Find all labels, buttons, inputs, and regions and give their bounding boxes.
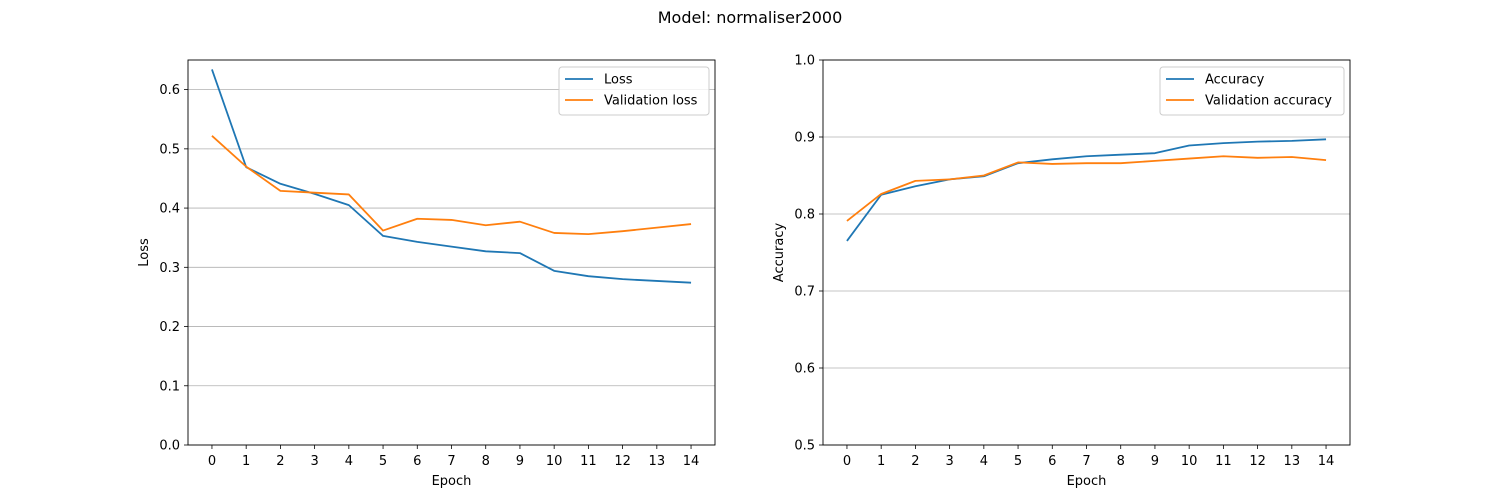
chart-1-xtick-label: 3: [310, 454, 318, 469]
chart-2-xtick-label: 12: [1249, 454, 1266, 469]
chart-1-ytick-label: 0.1: [159, 379, 180, 394]
chart-1-xtick-label: 5: [379, 454, 387, 469]
chart-1-xtick-label: 6: [413, 454, 421, 469]
chart-1-xtick-label: 11: [580, 454, 597, 469]
chart-1-ytick-label: 0.6: [159, 83, 180, 98]
chart-2-legend-box: [1159, 66, 1345, 116]
chart-1-xtick-label: 2: [276, 454, 284, 469]
chart-1-legend: Loss Validation loss: [558, 66, 710, 116]
chart-2-legend-label-2: Validation accuracy: [1205, 94, 1332, 109]
chart-2-ytick-label: 0.9: [794, 131, 815, 146]
chart-2-ytick-label: 0.6: [794, 362, 815, 377]
chart-1: 0.00.10.20.30.40.50.60 1 2 3 4 5 6 7 8 9 10 11 12 13 1…: [137, 59, 716, 489]
chart-1-ytick-label: 0.3: [159, 261, 180, 276]
chart-1-legend-label-2: Validation loss: [604, 94, 698, 109]
chart-1-ytick-label: 0.5: [159, 142, 180, 157]
chart-2-xtick-label: 6: [1048, 454, 1056, 469]
chart-1-series-2-line: [211, 135, 692, 236]
chart-2-legend-label-1: Accuracy: [1205, 73, 1265, 88]
chart-2-series-1-line: [846, 138, 1327, 242]
chart-2-xtick-label: 8: [1117, 454, 1125, 469]
chart-2-xtick-label: 7: [1082, 454, 1090, 469]
chart-1-xtick-label: 12: [614, 454, 631, 469]
chart-2-xtick-label: 1: [877, 454, 885, 469]
chart-1-axes-frame: [187, 59, 716, 446]
chart-2-ytick-label: 0.5: [794, 439, 815, 454]
chart-1-xtick-label: 9: [516, 454, 524, 469]
chart-2-series-2-line: [846, 155, 1327, 222]
chart-2-xtick-label: 5: [1014, 454, 1022, 469]
chart-2-xtick-label: 11: [1215, 454, 1232, 469]
chart-1-xtick-label: 7: [447, 454, 455, 469]
chart-1-xlabel: Epoch: [432, 474, 472, 489]
chart-1-xtick-label: 8: [482, 454, 490, 469]
chart-2-xtick-label: 10: [1181, 454, 1198, 469]
chart-2-xtick-label: 13: [1284, 454, 1301, 469]
chart-1-series-1-line: [211, 69, 692, 284]
chart-1-legend-label-1: Loss: [604, 73, 633, 88]
chart-1-xtick-label: 10: [546, 454, 563, 469]
chart-1-xtick-label: 14: [683, 454, 700, 469]
chart-2-ytick-label: 0.7: [794, 285, 815, 300]
chart-1-ylabel: Loss: [137, 238, 152, 267]
chart-1-ytick-label: 0.0: [159, 439, 180, 454]
chart-1-ytick-label: 0.4: [159, 202, 180, 217]
chart-2-xtick-label: 3: [945, 454, 953, 469]
chart-2-xtick-label: 14: [1318, 454, 1335, 469]
chart-2-ytick-label: 1.0: [794, 54, 815, 69]
chart-2-legend: Accuracy Validation accuracy: [1159, 66, 1345, 116]
figure-title: Model: normaliser2000: [657, 8, 843, 27]
chart-1-legend-box: [558, 66, 710, 116]
chart-1-xtick-label: 4: [345, 454, 353, 469]
chart-2-axes-frame: [822, 59, 1351, 446]
chart-2-ylabel: Accuracy: [772, 223, 787, 283]
chart-2-xtick-label: 2: [911, 454, 919, 469]
chart-2-ytick-label: 0.8: [794, 208, 815, 223]
chart-1-xtick-label: 13: [649, 454, 666, 469]
chart-1-ytick-label: 0.2: [159, 320, 180, 335]
chart-1-xtick-label: 1: [242, 454, 250, 469]
chart-2-xlabel: Epoch: [1067, 474, 1107, 489]
chart-2-xtick-label: 0: [843, 454, 851, 469]
chart-2: 0.50.60.70.80.91.00 1 2 3 4 5 6 7 8 9 10 11 12 13 14Ep…: [772, 54, 1351, 489]
chart-2-xtick-label: 9: [1151, 454, 1159, 469]
chart-1-xtick-label: 0: [208, 454, 216, 469]
chart-2-xtick-label: 4: [980, 454, 988, 469]
